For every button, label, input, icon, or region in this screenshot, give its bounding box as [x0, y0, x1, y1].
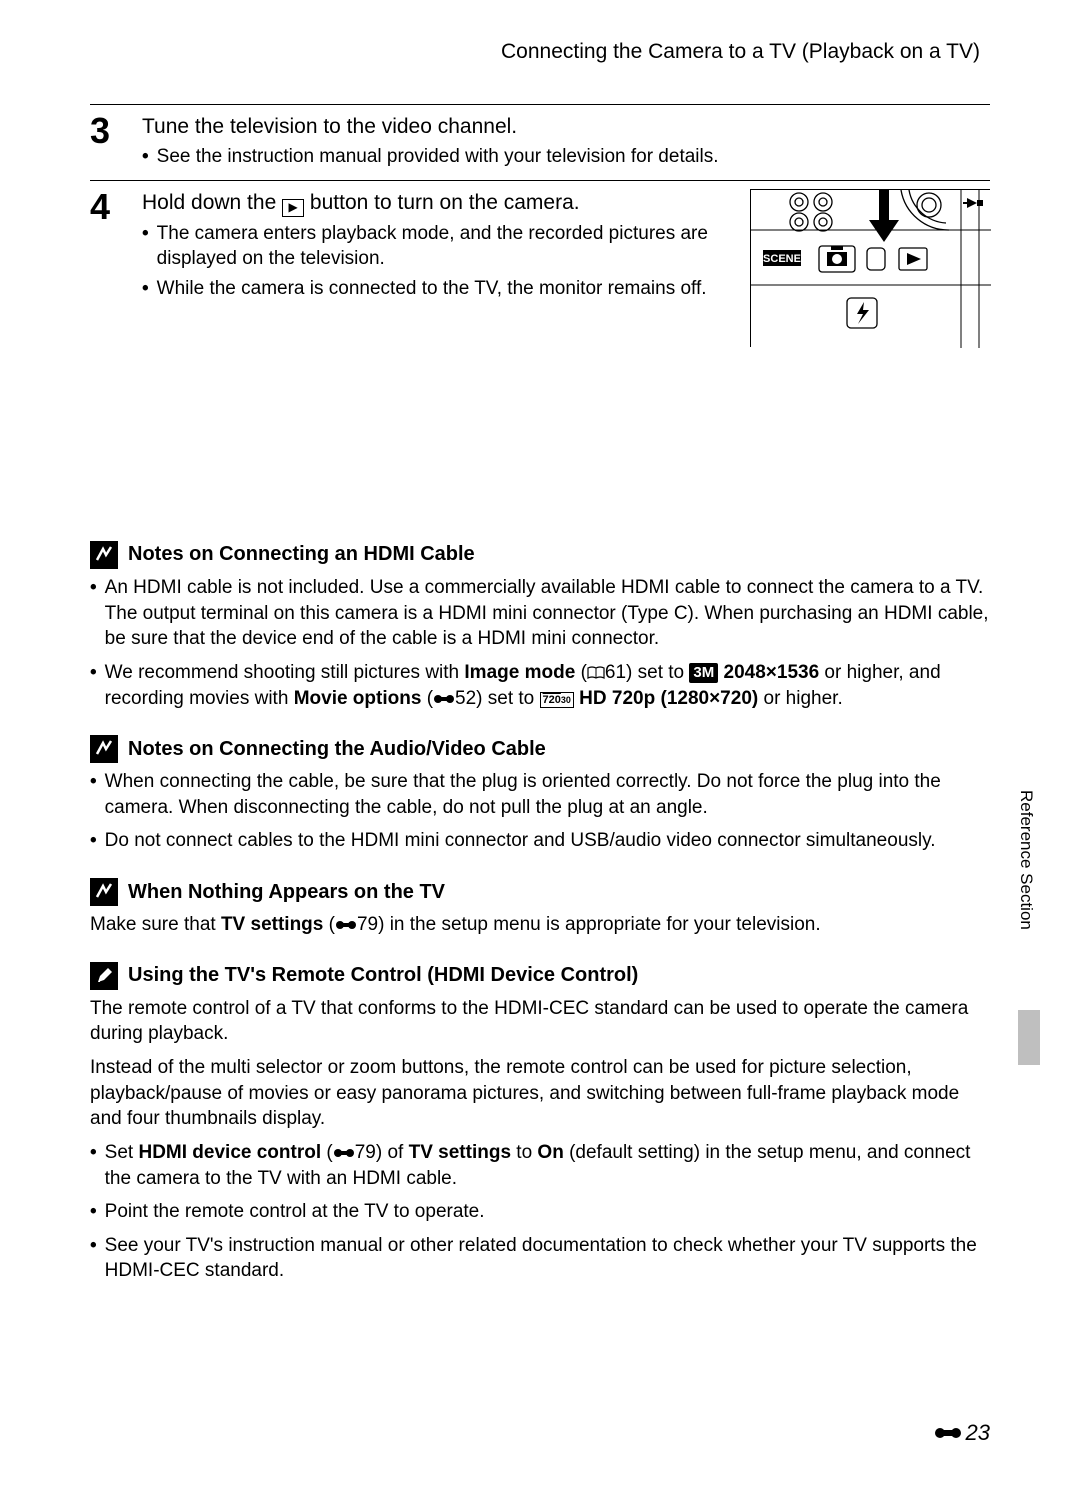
step-title: Hold down the ▶ button to turn on the ca… [142, 189, 730, 217]
step-bullet: While the camera is connected to the TV,… [142, 276, 730, 302]
step-number: 3 [90, 113, 124, 149]
warning-icon [90, 541, 118, 569]
svg-text:SCENE: SCENE [763, 253, 801, 265]
note-av: Notes on Connecting the Audio/Video Cabl… [90, 735, 990, 854]
step-bullet: See the instruction manual provided with… [142, 144, 990, 170]
pencil-icon [90, 962, 118, 990]
step-number: 4 [90, 189, 124, 225]
note-bullet: Point the remote control at the TV to op… [90, 1199, 990, 1225]
side-tab-text: Reference Section [1016, 790, 1036, 930]
note-bullet: Do not connect cables to the HDMI mini c… [90, 828, 990, 854]
note-bullet: When connecting the cable, be sure that … [90, 769, 990, 820]
ref-icon [934, 1424, 962, 1442]
side-marker [1018, 1010, 1040, 1065]
note-heading-text: Notes on Connecting an HDMI Cable [128, 543, 475, 566]
step-4: 4 Hold down the ▶ button to turn on the … [90, 189, 990, 347]
ref-icon [433, 692, 455, 706]
ref-icon [333, 1146, 355, 1160]
warning-icon [90, 735, 118, 763]
note-hdmi: Notes on Connecting an HDMI Cable An HDM… [90, 541, 990, 711]
note-heading-text: Using the TV's Remote Control (HDMI Devi… [128, 964, 638, 987]
book-icon [587, 666, 605, 680]
note-remote: Using the TV's Remote Control (HDMI Devi… [90, 962, 990, 1284]
side-tab: Reference Section [1012, 720, 1040, 1000]
note-bullet: An HDMI cable is not included. Use a com… [90, 575, 990, 652]
page-header: Connecting the Camera to a TV (Playback … [90, 40, 990, 64]
step-3: 3 Tune the television to the video chann… [90, 113, 990, 174]
camera-diagram: SCENE [750, 189, 990, 347]
ref-icon [335, 918, 357, 932]
note-bullet: See your TV's instruction manual or othe… [90, 1233, 990, 1284]
note-heading-text: Notes on Connecting the Audio/Video Cabl… [128, 738, 546, 761]
pill-720-icon: 72030 [540, 692, 574, 709]
pill-3m: 3M [689, 663, 718, 683]
warning-icon [90, 878, 118, 906]
step-title: Tune the television to the video channel… [142, 113, 990, 140]
note-paragraph: The remote control of a TV that conforms… [90, 996, 990, 1047]
note-bullet: We recommend shooting still pictures wit… [90, 660, 990, 711]
page-number: 23 [934, 1420, 990, 1446]
note-tv: When Nothing Appears on the TV Make sure… [90, 878, 990, 938]
note-bullet: Set HDMI device control (79) of TV setti… [90, 1140, 990, 1191]
divider [90, 104, 990, 105]
step-bullet: The camera enters playback mode, and the… [142, 221, 730, 272]
note-heading-text: When Nothing Appears on the TV [128, 881, 445, 904]
note-paragraph: Make sure that TV settings (79) in the s… [90, 912, 990, 938]
divider [90, 180, 990, 181]
play-button-icon: ▶ [282, 199, 304, 217]
note-paragraph: Instead of the multi selector or zoom bu… [90, 1055, 990, 1132]
